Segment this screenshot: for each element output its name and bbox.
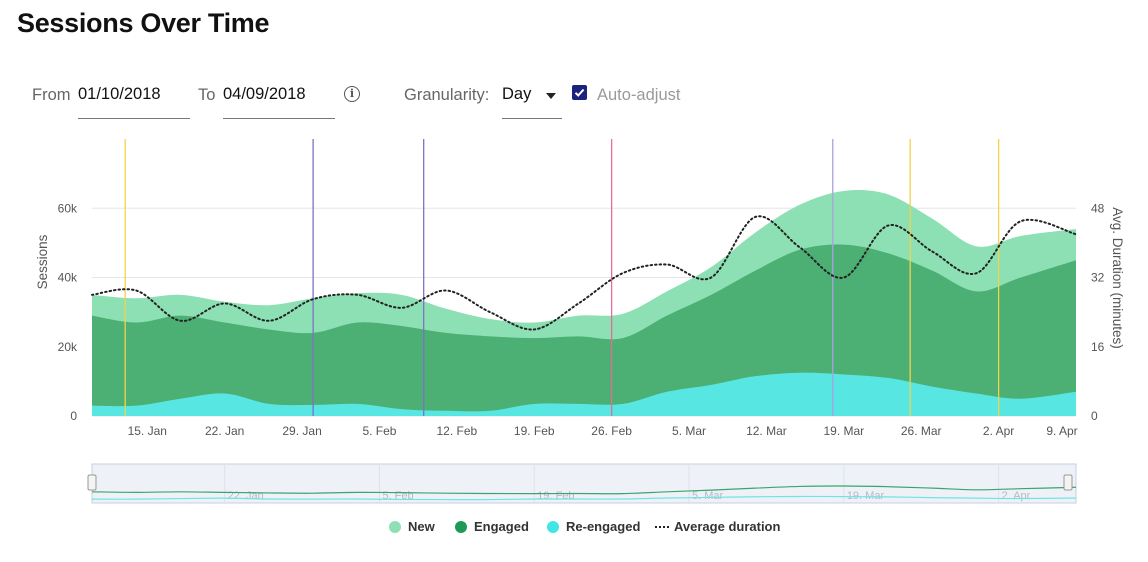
y-right-tick-label: 0 xyxy=(1091,409,1098,423)
sessions-chart[interactable]: 0 20k 40k 60k 0 16 32 48 15. Jan 22. Jan 29. Jan… xyxy=(0,125,1148,515)
legend-re-engaged-marker xyxy=(547,521,559,533)
from-date-input[interactable]: 01/10/2018 xyxy=(78,76,190,119)
x-tick-label: 26. Feb xyxy=(591,424,632,438)
x-tick-label: 5. Feb xyxy=(362,424,396,438)
navigator[interactable]: 22. Jan 5. Feb 19. Feb 5. Mar 19. Mar 2. Apr xyxy=(87,463,1077,504)
to-label: To xyxy=(198,86,216,104)
navigator-mask[interactable] xyxy=(91,463,1077,504)
navigator-tick-label: 19. Mar xyxy=(847,490,885,502)
navigator-tick-label: 2. Apr xyxy=(1002,490,1031,502)
average-duration-line[interactable] xyxy=(91,215,1077,331)
legend-duration-marker xyxy=(655,526,669,528)
duration-line xyxy=(91,215,1077,331)
legend-new-marker xyxy=(389,521,401,533)
from-label: From xyxy=(32,86,71,104)
info-icon[interactable]: i xyxy=(344,86,360,102)
x-tick-label: 15. Jan xyxy=(128,424,167,438)
granularity-label: Granularity: xyxy=(404,86,490,104)
navigator-left-handle[interactable] xyxy=(87,474,97,491)
x-axis-ticks: 15. Jan 22. Jan 29. Jan 5. Feb 12. Feb 19. Fe… xyxy=(128,424,1078,438)
to-date-value: 04/09/2018 xyxy=(223,85,306,103)
date-range-controls: From 01/10/2018 To 04/09/2018 i Granular… xyxy=(0,70,1148,120)
chart-legend: New Engaged Re-engaged Average duration xyxy=(0,516,1148,540)
navigator-series-line xyxy=(91,495,1077,501)
legend-engaged-marker xyxy=(455,521,467,533)
y-left-ticks: 0 20k 40k 60k xyxy=(58,201,78,423)
plot-bands xyxy=(124,139,1000,416)
auto-adjust-checkbox[interactable] xyxy=(572,85,587,100)
checkmark-icon xyxy=(574,88,585,97)
engaged-area[interactable] xyxy=(92,244,1076,416)
y-right-axis-title: Avg. Duration (minutes) xyxy=(1110,207,1125,349)
x-tick-label: 29. Jan xyxy=(282,424,321,438)
re-engaged-area[interactable] xyxy=(92,372,1076,416)
legend-new-label: New xyxy=(408,519,435,534)
granularity-value: Day xyxy=(502,85,532,103)
chevron-down-icon xyxy=(546,93,556,99)
y-right-tick-label: 32 xyxy=(1091,271,1105,285)
navigator-right-handle[interactable] xyxy=(1063,474,1073,491)
x-tick-label: 19. Feb xyxy=(514,424,555,438)
y-left-tick-label: 20k xyxy=(58,340,78,354)
x-tick-label: 19. Mar xyxy=(823,424,864,438)
page-title: Sessions Over Time xyxy=(17,8,270,38)
x-tick-label: 2. Apr xyxy=(983,424,1014,438)
x-tick-label: 5. Mar xyxy=(672,424,706,438)
x-tick-label: 12. Mar xyxy=(746,424,787,438)
y-right-tick-label: 16 xyxy=(1091,340,1105,354)
navigator-tick-label: 19. Feb xyxy=(537,490,574,502)
navigator-tick-label: 22. Jan xyxy=(228,490,264,502)
x-tick-label: 12. Feb xyxy=(437,424,478,438)
auto-adjust-label: Auto-adjust xyxy=(597,86,681,104)
navigator-tick-label: 5. Mar xyxy=(692,490,724,502)
legend-duration-label: Average duration xyxy=(674,519,781,534)
navigator-tick-label: 5. Feb xyxy=(382,490,413,502)
plot-areas xyxy=(92,190,1076,416)
x-tick-label: 22. Jan xyxy=(205,424,244,438)
y-left-axis-title: Sessions xyxy=(35,234,50,289)
x-tick-label: 9. Apr xyxy=(1046,424,1077,438)
y-left-tick-label: 40k xyxy=(58,271,78,285)
to-date-input[interactable]: 04/09/2018 xyxy=(223,76,335,119)
legend-re-engaged-label: Re-engaged xyxy=(566,519,641,534)
granularity-select[interactable]: Day xyxy=(502,76,562,119)
x-tick-label: 26. Mar xyxy=(901,424,942,438)
navigator-series-line xyxy=(91,485,1077,495)
y-left-tick-label: 0 xyxy=(70,409,77,423)
legend-engaged-label: Engaged xyxy=(474,519,529,534)
y-right-tick-label: 48 xyxy=(1091,201,1105,215)
y-right-ticks: 0 16 32 48 xyxy=(1091,201,1105,423)
y-left-tick-label: 60k xyxy=(58,201,78,215)
from-date-value: 01/10/2018 xyxy=(78,85,161,103)
